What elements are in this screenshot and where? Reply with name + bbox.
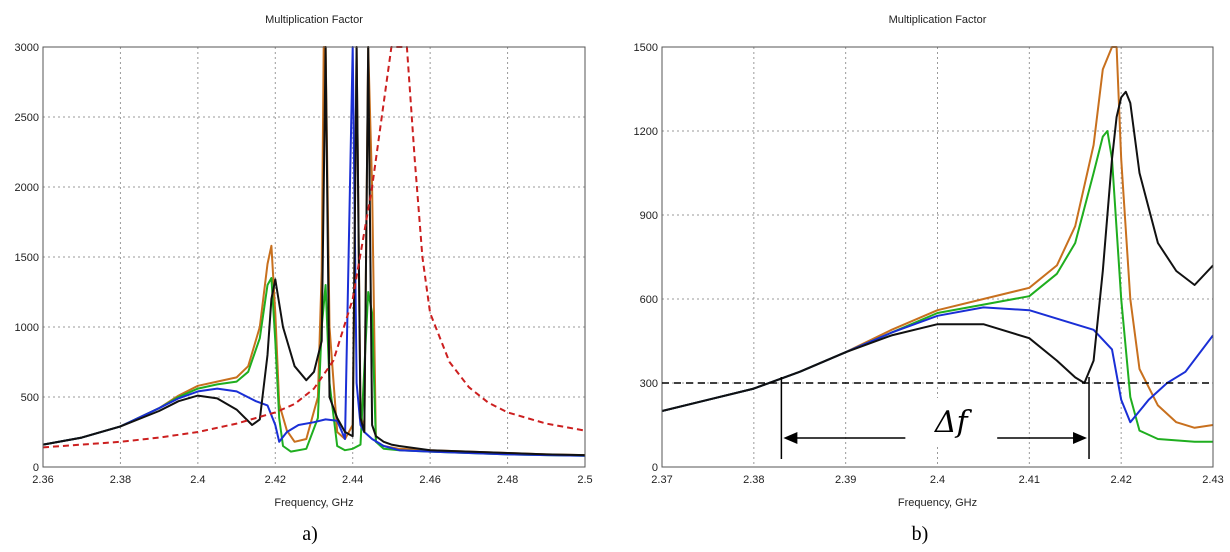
y-tick-label: 1500	[15, 252, 39, 264]
y-tick-label: 3000	[15, 42, 39, 54]
y-tick-label: 1500	[634, 42, 658, 54]
x-tick-label: 2.4	[930, 474, 945, 486]
y-tick-label: 1200	[634, 126, 658, 138]
panel-label: b)	[912, 523, 929, 545]
chart-title: Multiplication Factor	[265, 14, 363, 26]
x-tick-label: 2.39	[835, 474, 856, 486]
chart-title: Multiplication Factor	[889, 14, 987, 26]
series-line-2	[43, 46, 585, 457]
y-tick-label: 500	[21, 392, 39, 404]
chart-a-multiplication-factor: 2.36 2.38 2.4 2.42 2.44 2.46 2.48 2.5 0 500 1000 15…	[15, 14, 593, 545]
arrow-head-right	[1073, 432, 1088, 444]
plot-frame	[42, 46, 586, 468]
annotation-bg	[917, 398, 986, 444]
y-tick-label: 0	[33, 462, 39, 474]
series-line-4	[43, 46, 585, 449]
x-tick-label: 2.4	[190, 474, 205, 486]
y-tick-label: 2000	[15, 182, 39, 194]
x-tick-label: 2.38	[110, 474, 131, 486]
x-axis-label: Frequency, GHz	[274, 497, 353, 509]
panel-label: a)	[302, 523, 318, 545]
x-tick-label: 2.48	[497, 474, 518, 486]
x-tick-label: 2.41	[1019, 474, 1040, 486]
x-tick-label: 2.36	[32, 474, 53, 486]
x-tick-label: 2.43	[1202, 474, 1223, 486]
arrow-head-left	[783, 432, 798, 444]
y-tick-label: 2500	[15, 112, 39, 124]
x-tick-label: 2.42	[265, 474, 286, 486]
x-axis-label: Frequency, GHz	[898, 497, 977, 509]
series-line-3	[662, 90, 1213, 412]
x-tick-label: 2.5	[577, 474, 592, 486]
y-tick-label: 300	[640, 378, 658, 390]
x-tick-label: 2.42	[1110, 474, 1131, 486]
y-tick-label: 1000	[15, 322, 39, 334]
x-tick-label: 2.44	[342, 474, 363, 486]
plot-frame	[661, 46, 1214, 468]
x-tick-label: 2.46	[419, 474, 440, 486]
x-tick-label: 2.38	[743, 474, 764, 486]
x-tick-label: 2.37	[651, 474, 672, 486]
y-tick-label: 600	[640, 294, 658, 306]
y-tick-label: 0	[652, 462, 658, 474]
delta-f-label: Δf	[934, 405, 973, 440]
y-tick-label: 900	[640, 210, 658, 222]
chart-b-multiplication-factor: 2.37 2.38 2.39 2.4 2.41 2.42 2.43 0 300 600 900 120…	[634, 14, 1224, 545]
series-line-1	[43, 277, 585, 457]
